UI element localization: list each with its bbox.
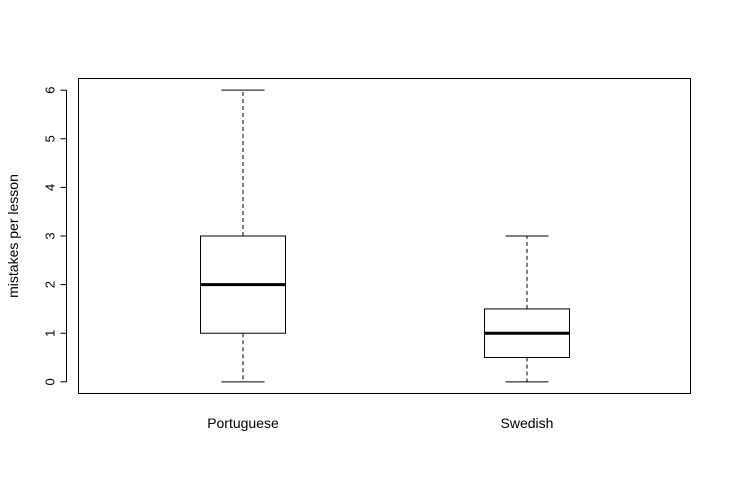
y-axis-title: mistakes per lesson <box>5 174 21 298</box>
x-category-label: Swedish <box>501 415 554 431</box>
y-tick-label: 0 <box>43 378 58 385</box>
boxes-group <box>200 89 570 383</box>
box-portuguese <box>200 89 286 383</box>
y-axis: 0 1 2 3 4 5 6 <box>43 87 67 385</box>
plot-frame <box>78 78 691 394</box>
y-tick-label: 1 <box>43 330 58 337</box>
y-tick-label: 5 <box>43 135 58 142</box>
y-tick-label: 2 <box>43 281 58 288</box>
y-tick-label: 3 <box>43 232 58 239</box>
y-tick-label: 6 <box>43 87 58 94</box>
x-category-label: Portuguese <box>207 415 279 431</box>
y-tick-label: 4 <box>43 184 58 191</box>
box-swedish <box>484 235 570 383</box>
x-axis-labels: Portuguese Swedish <box>207 415 553 431</box>
